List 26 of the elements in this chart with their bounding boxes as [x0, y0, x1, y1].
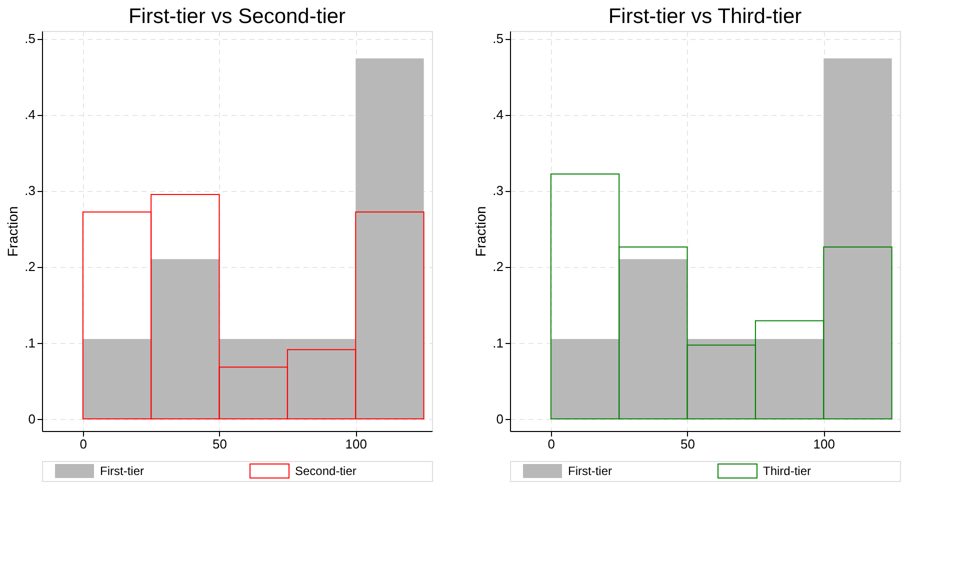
y-tick-label: .4 — [24, 107, 36, 122]
y-tick-label: .2 — [492, 259, 504, 274]
y-tick-label: 0 — [28, 411, 36, 426]
y-tick-label: 0 — [496, 411, 504, 426]
x-tick-label: 100 — [813, 436, 835, 452]
y-tick-label: .3 — [24, 183, 36, 198]
x-tick-label: 50 — [680, 436, 696, 452]
y-tick-label: .5 — [24, 31, 36, 46]
x-tick-label: 50 — [212, 436, 228, 452]
y-tick-label: .4 — [492, 107, 504, 122]
y-tick-label: .1 — [492, 335, 504, 350]
y-axis-title: Fraction — [4, 206, 21, 257]
legend-label: First-tier — [568, 464, 612, 478]
y-tick-label: .1 — [24, 335, 36, 350]
y-axis-title: Fraction — [472, 206, 489, 257]
y-tick-label: .3 — [492, 183, 504, 198]
chart-title: First-tier vs Third-tier — [608, 5, 802, 28]
legend-label: Second-tier — [295, 464, 356, 478]
y-tick-label: .5 — [492, 31, 504, 46]
chart-title: First-tier vs Second-tier — [128, 5, 346, 28]
x-tick-label: 100 — [345, 436, 367, 452]
legend-label: First-tier — [100, 464, 144, 478]
x-tick-label: 0 — [80, 436, 88, 452]
legend-label: Third-tier — [763, 464, 812, 478]
x-tick-label: 0 — [548, 436, 556, 452]
y-tick-label: .2 — [24, 259, 36, 274]
